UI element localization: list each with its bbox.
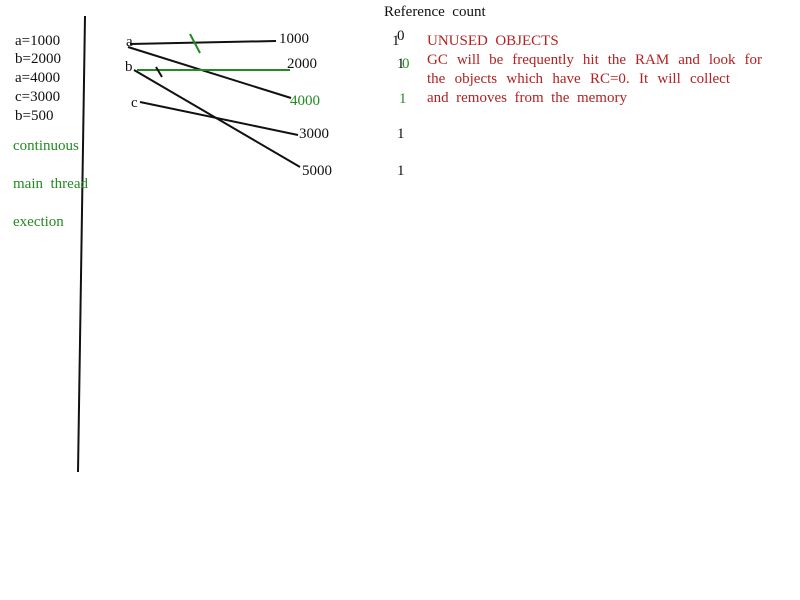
ref-a-1000 bbox=[129, 40, 277, 45]
variable-label: b bbox=[125, 59, 133, 75]
strike-b-2000 bbox=[155, 66, 163, 78]
rc-new-value: 1 bbox=[399, 91, 407, 107]
rc-new-value: 0 bbox=[397, 28, 405, 44]
thread-note: continuous bbox=[13, 138, 79, 154]
assignment: a=1000 bbox=[15, 33, 61, 49]
rc-old-value: 1 bbox=[397, 56, 405, 72]
thread-note: exection bbox=[13, 214, 64, 230]
reference-count-title: Reference count bbox=[384, 4, 486, 20]
gc-note-line: and removes from the memory bbox=[427, 90, 627, 106]
object-label: 2000 bbox=[287, 56, 317, 72]
assignment: b=2000 bbox=[15, 51, 61, 67]
rc-new-value: 0 bbox=[402, 56, 410, 72]
rc-old-value: 1 bbox=[397, 163, 405, 179]
strike-a-1000 bbox=[189, 33, 201, 54]
rc-old-value: 1 bbox=[392, 33, 400, 49]
variable-label: c bbox=[131, 95, 138, 111]
rc-old-value: 1 bbox=[397, 126, 405, 142]
main-thread-line bbox=[77, 15, 86, 473]
ref-a-4000 bbox=[127, 46, 292, 99]
assignment: b=500 bbox=[15, 108, 54, 124]
object-label: 4000 bbox=[290, 93, 320, 109]
assignment: c=3000 bbox=[15, 89, 61, 105]
ref-c-3000 bbox=[139, 101, 299, 136]
gc-note-line: the objects which have RC=0. It will col… bbox=[427, 71, 730, 87]
object-label: 5000 bbox=[302, 163, 332, 179]
unused-objects-title: UNUSED OBJECTS bbox=[427, 33, 559, 49]
object-label: 1000 bbox=[279, 31, 309, 47]
gc-note-line: GC will be frequently hit the RAM and lo… bbox=[427, 52, 762, 68]
object-label: 3000 bbox=[299, 126, 329, 142]
assignment: a=4000 bbox=[15, 70, 61, 86]
variable-label: a bbox=[126, 34, 133, 50]
thread-note: main thread bbox=[13, 176, 88, 192]
